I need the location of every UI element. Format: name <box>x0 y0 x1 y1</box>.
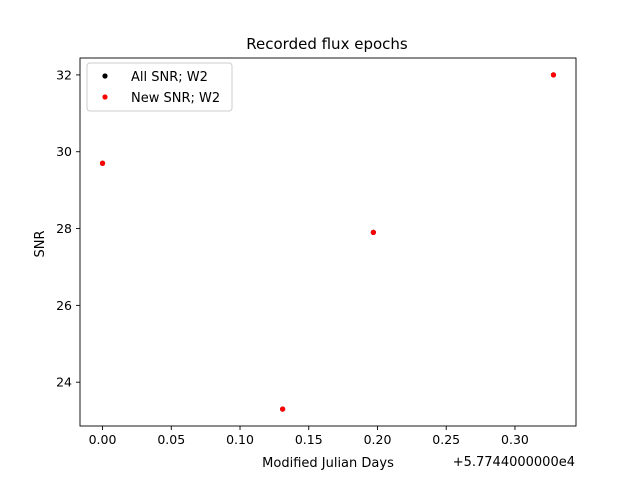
data-point-new-snr <box>370 229 376 235</box>
y-tick-label: 30 <box>56 144 72 159</box>
chart-title: Recorded flux epochs <box>246 35 408 53</box>
y-tick-label: 24 <box>56 375 72 390</box>
legend-label-all-snr: All SNR; W2 <box>131 70 208 85</box>
data-point-new-snr <box>550 72 557 78</box>
y-tick-label: 28 <box>56 221 72 236</box>
legend-marker-new-snr <box>102 94 108 100</box>
legend-box <box>86 62 233 112</box>
data-point-new-snr <box>280 406 286 412</box>
x-tick-label: 0.00 <box>89 432 117 447</box>
plot-area: 0.00 0.05 0.10 0.15 0.20 0.25 0.30 24 26 28 30 32 <box>56 57 577 447</box>
y-tick-label: 26 <box>56 298 72 313</box>
data-point-new-snr <box>99 160 106 166</box>
y-axis-label: SNR <box>33 230 48 257</box>
legend: All SNR; W2 New SNR; W2 <box>86 62 233 112</box>
x-tick-label: 0.30 <box>501 432 529 447</box>
x-axis-offset-label: +5.7744000000e4 <box>453 455 575 470</box>
x-axis-label: Modified Julian Days <box>262 456 394 471</box>
x-tick-label: 0.15 <box>295 432 323 447</box>
x-tick-label: 0.20 <box>364 432 392 447</box>
y-tick-label: 32 <box>56 67 72 82</box>
x-tick-label: 0.05 <box>157 432 185 447</box>
x-tick-label: 0.10 <box>226 432 254 447</box>
legend-marker-all-snr <box>102 73 108 79</box>
legend-label-new-snr: New SNR; W2 <box>131 91 220 106</box>
x-tick-label: 0.25 <box>432 432 460 447</box>
plot-frame <box>79 57 577 427</box>
